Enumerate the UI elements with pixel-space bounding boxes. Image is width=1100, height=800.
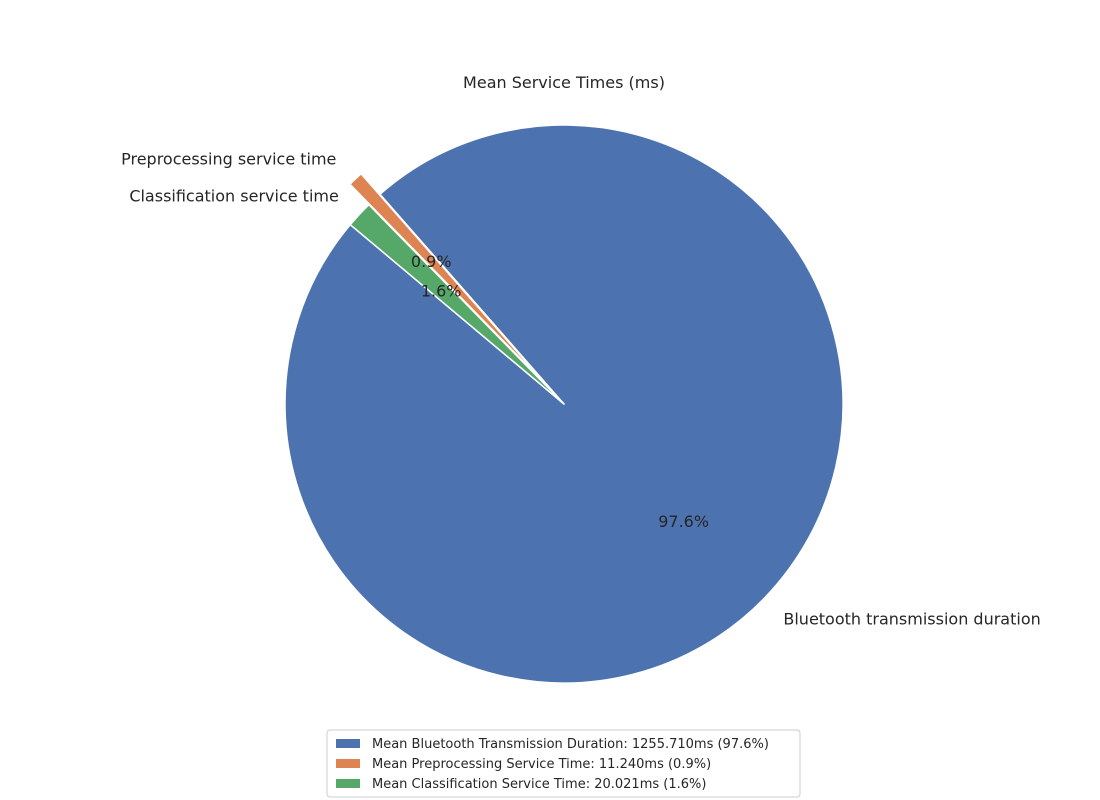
legend-frame bbox=[326, 729, 801, 798]
pie-slice bbox=[349, 173, 546, 385]
slice-label: Bluetooth transmission duration bbox=[783, 610, 1040, 629]
pie-slice bbox=[349, 203, 565, 405]
pie-slices bbox=[284, 124, 844, 684]
slice-label: Preprocessing service time bbox=[121, 149, 336, 168]
legend: Mean Bluetooth Transmission Duration: 12… bbox=[326, 729, 801, 798]
legend-swatch bbox=[336, 779, 360, 788]
legend-items: Mean Bluetooth Transmission Duration: 12… bbox=[336, 737, 769, 792]
percent-label: 0.9% bbox=[411, 252, 452, 271]
legend-swatch bbox=[336, 739, 360, 748]
legend-label: Mean Preprocessing Service Time: 11.240m… bbox=[372, 757, 711, 772]
legend-label: Mean Bluetooth Transmission Duration: 12… bbox=[372, 737, 769, 752]
percent-label: 97.6% bbox=[658, 512, 709, 531]
chart-title: Mean Service Times (ms) bbox=[463, 73, 665, 92]
slice-label: Classification service time bbox=[129, 186, 339, 205]
slice-labels: Bluetooth transmission duration Preproces… bbox=[121, 149, 1041, 628]
legend-label: Mean Classification Service Time: 20.021… bbox=[372, 777, 706, 792]
percent-labels: 97.6% 0.9% 1.6% bbox=[411, 252, 709, 531]
percent-label: 1.6% bbox=[421, 281, 462, 300]
legend-swatch bbox=[336, 759, 360, 768]
